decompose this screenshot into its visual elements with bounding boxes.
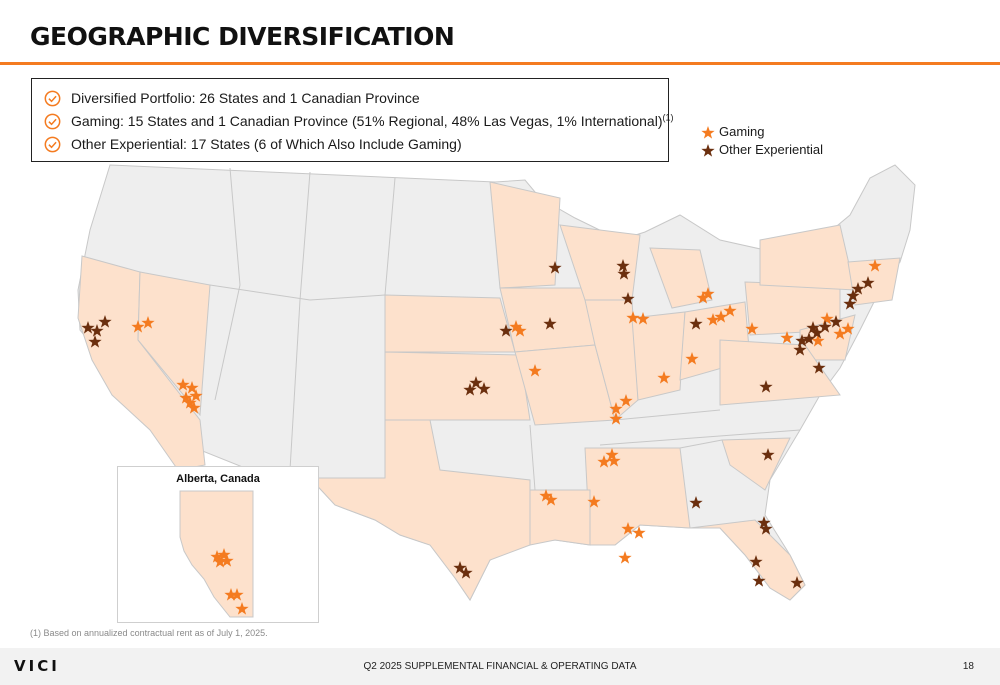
gaming-marker: [618, 551, 632, 564]
state-iowa: [499, 287, 596, 353]
state-florida: [689, 519, 806, 601]
check-circle-icon: [44, 113, 61, 130]
state-michigan: [649, 247, 713, 309]
highlighted-states: [77, 181, 901, 601]
summary-box: Diversified Portfolio: 26 States and 1 C…: [31, 78, 673, 162]
state-nebraska: [384, 294, 516, 353]
legend-label: Gaming: [719, 124, 765, 139]
state-louisiana: [529, 489, 591, 546]
star-icon: [701, 144, 715, 157]
vici-logo: VICI: [14, 657, 60, 675]
state-new-york: [759, 224, 856, 291]
inset-label: Alberta, Canada: [176, 473, 260, 485]
title-divider: [0, 62, 1000, 65]
bullet-text: Gaming: 15 States and 1 Canadian Provinc…: [71, 113, 663, 129]
state-indiana: [631, 311, 686, 401]
state-illinois: [584, 299, 639, 421]
state-kansas: [384, 351, 531, 421]
footer: VICI Q2 2025 SUPPLEMENTAL FINANCIAL & OP…: [0, 648, 1000, 685]
us-map: [77, 164, 916, 601]
state-nevada: [137, 271, 211, 417]
footnote: (1) Based on annualized contractual rent…: [30, 628, 268, 638]
state-minnesota: [489, 181, 561, 289]
star-icon: [701, 126, 715, 139]
bullet-text: Diversified Portfolio: 26 States and 1 C…: [71, 90, 420, 106]
check-circle-icon: [44, 90, 61, 107]
alberta-inset: Alberta, Canada: [117, 466, 319, 623]
state-boundaries: [209, 167, 801, 491]
legend-label: Other Experiential: [719, 142, 824, 157]
state-west-virginia-virginia: [719, 339, 841, 406]
page-number: 18: [962, 661, 974, 672]
check-circle-icon: [44, 136, 61, 153]
footnote-ref: (1): [662, 112, 674, 123]
page-title: GEOGRAPHIC DIVERSIFICATION: [30, 22, 455, 51]
footer-caption: Q2 2025 SUPPLEMENTAL FINANCIAL & OPERATI…: [363, 661, 637, 672]
state-south-carolina: [721, 437, 791, 491]
alberta-map: [179, 490, 254, 618]
bullet-text: Other Experiential: 17 States (6 of Whic…: [71, 136, 462, 152]
